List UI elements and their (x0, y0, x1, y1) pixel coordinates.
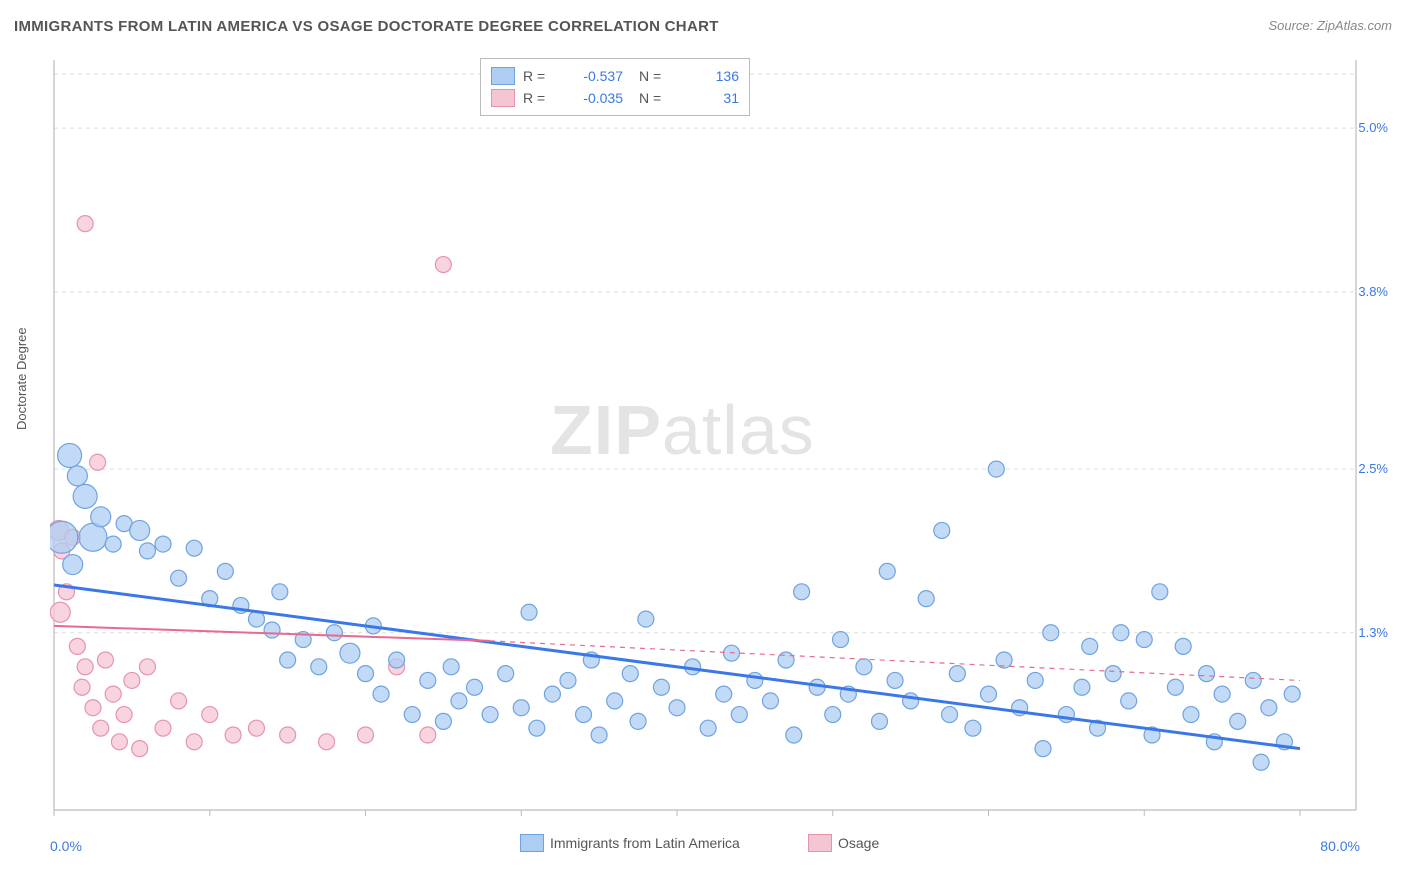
y-tick-label: 5.0% (1358, 120, 1388, 135)
y-axis-label: Doctorate Degree (14, 327, 29, 430)
swatch-blue (520, 834, 544, 852)
r-value-1: -0.537 (569, 68, 623, 84)
stats-row-2: R = -0.035 N = 31 (491, 87, 739, 109)
chart-title: IMMIGRANTS FROM LATIN AMERICA VS OSAGE D… (14, 18, 719, 35)
n-value-2: 31 (685, 90, 739, 106)
stats-row-1: R = -0.537 N = 136 (491, 65, 739, 87)
n-label: N = (639, 90, 677, 106)
stats-legend: R = -0.537 N = 136 R = -0.035 N = 31 (480, 58, 750, 116)
swatch-pink (808, 834, 832, 852)
x-axis-start: 0.0% (50, 838, 82, 854)
x-axis-end: 80.0% (1320, 838, 1360, 854)
swatch-blue (491, 67, 515, 85)
y-tick-label: 2.5% (1358, 461, 1388, 476)
n-label: N = (639, 68, 677, 84)
bottom-legend-2: Osage (808, 834, 879, 852)
r-label: R = (523, 68, 561, 84)
source-label: Source: ZipAtlas.com (1268, 18, 1392, 33)
chart-area: ZIPatlas R = -0.537 N = 136 R = -0.035 N… (50, 50, 1360, 820)
y-tick-label: 1.3% (1358, 625, 1388, 640)
scatter-chart (50, 50, 1360, 820)
bottom-legend-1: Immigrants from Latin America (520, 834, 740, 852)
r-value-2: -0.035 (569, 90, 623, 106)
legend-label-1: Immigrants from Latin America (550, 835, 740, 851)
legend-label-2: Osage (838, 835, 879, 851)
n-value-1: 136 (685, 68, 739, 84)
r-label: R = (523, 90, 561, 106)
swatch-pink (491, 89, 515, 107)
y-tick-label: 3.8% (1358, 284, 1388, 299)
